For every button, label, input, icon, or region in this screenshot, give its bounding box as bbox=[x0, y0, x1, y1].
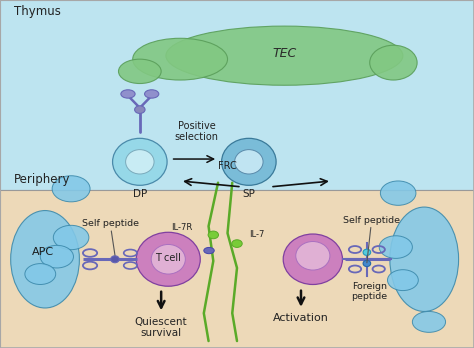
Ellipse shape bbox=[296, 242, 330, 270]
Ellipse shape bbox=[53, 226, 89, 250]
Text: TEC: TEC bbox=[272, 47, 297, 61]
Text: IL-7: IL-7 bbox=[249, 230, 264, 239]
Ellipse shape bbox=[110, 256, 119, 263]
Ellipse shape bbox=[40, 245, 73, 268]
Ellipse shape bbox=[118, 59, 161, 84]
Ellipse shape bbox=[208, 231, 219, 239]
Ellipse shape bbox=[145, 90, 159, 98]
Ellipse shape bbox=[379, 236, 412, 258]
Text: T cell: T cell bbox=[155, 253, 181, 262]
Ellipse shape bbox=[11, 211, 79, 308]
Ellipse shape bbox=[52, 176, 90, 202]
Ellipse shape bbox=[283, 234, 342, 285]
Ellipse shape bbox=[204, 247, 214, 254]
Ellipse shape bbox=[222, 138, 276, 185]
Bar bbox=[0, 0, 474, 190]
Text: Activation: Activation bbox=[273, 313, 329, 323]
Ellipse shape bbox=[133, 38, 228, 80]
Ellipse shape bbox=[235, 150, 263, 174]
Ellipse shape bbox=[121, 90, 135, 98]
Ellipse shape bbox=[25, 264, 56, 285]
Ellipse shape bbox=[380, 181, 416, 205]
Ellipse shape bbox=[126, 150, 154, 174]
Ellipse shape bbox=[412, 311, 446, 332]
Bar bbox=[0, 190, 474, 348]
Text: Thymus: Thymus bbox=[14, 5, 61, 18]
Text: IL-7R: IL-7R bbox=[171, 223, 192, 232]
Text: Positive
selection: Positive selection bbox=[175, 121, 219, 142]
Text: FRC: FRC bbox=[218, 160, 237, 171]
Ellipse shape bbox=[135, 106, 145, 113]
Ellipse shape bbox=[112, 138, 167, 185]
Ellipse shape bbox=[136, 232, 200, 286]
Ellipse shape bbox=[363, 260, 371, 267]
Ellipse shape bbox=[387, 270, 418, 291]
Ellipse shape bbox=[151, 244, 185, 274]
Text: Quiescent
survival: Quiescent survival bbox=[135, 317, 188, 338]
Text: Self peptide: Self peptide bbox=[343, 216, 400, 263]
Text: Foreign
peptide: Foreign peptide bbox=[351, 282, 387, 301]
Ellipse shape bbox=[363, 249, 371, 255]
Text: SP: SP bbox=[242, 189, 255, 199]
Ellipse shape bbox=[166, 26, 403, 85]
Text: APC: APC bbox=[32, 247, 54, 257]
Text: Self peptide: Self peptide bbox=[82, 219, 139, 255]
Ellipse shape bbox=[390, 207, 459, 311]
Text: Periphery: Periphery bbox=[14, 173, 71, 186]
Ellipse shape bbox=[232, 240, 242, 247]
Text: DP: DP bbox=[133, 189, 147, 199]
Ellipse shape bbox=[370, 45, 417, 80]
